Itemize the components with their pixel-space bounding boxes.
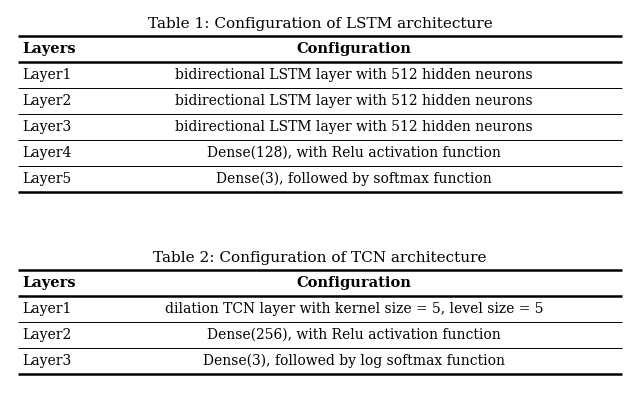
Text: Layer2: Layer2 [22, 94, 71, 108]
Text: bidirectional LSTM layer with 512 hidden neurons: bidirectional LSTM layer with 512 hidden… [175, 94, 533, 108]
Text: Layer3: Layer3 [22, 354, 71, 368]
Text: Dense(256), with Relu activation function: Dense(256), with Relu activation functio… [207, 328, 501, 342]
Text: Dense(3), followed by softmax function: Dense(3), followed by softmax function [216, 172, 492, 186]
Text: Layer3: Layer3 [22, 120, 71, 134]
Text: Layers: Layers [22, 276, 76, 290]
Text: Layer2: Layer2 [22, 328, 71, 342]
Text: Layers: Layers [22, 42, 76, 56]
Text: Configuration: Configuration [296, 42, 412, 56]
Text: Layer1: Layer1 [22, 68, 72, 82]
Text: bidirectional LSTM layer with 512 hidden neurons: bidirectional LSTM layer with 512 hidden… [175, 120, 533, 134]
Text: Layer4: Layer4 [22, 146, 72, 160]
Text: Layer5: Layer5 [22, 172, 71, 186]
Text: Layer1: Layer1 [22, 302, 72, 316]
Text: Configuration: Configuration [296, 276, 412, 290]
Text: Table 1: Configuration of LSTM architecture: Table 1: Configuration of LSTM architect… [148, 17, 492, 31]
Text: Table 2: Configuration of TCN architecture: Table 2: Configuration of TCN architectu… [153, 251, 487, 265]
Text: Dense(128), with Relu activation function: Dense(128), with Relu activation functio… [207, 146, 501, 160]
Text: dilation TCN layer with kernel size = 5, level size = 5: dilation TCN layer with kernel size = 5,… [164, 302, 543, 316]
Text: bidirectional LSTM layer with 512 hidden neurons: bidirectional LSTM layer with 512 hidden… [175, 68, 533, 82]
Text: Dense(3), followed by log softmax function: Dense(3), followed by log softmax functi… [203, 354, 505, 368]
